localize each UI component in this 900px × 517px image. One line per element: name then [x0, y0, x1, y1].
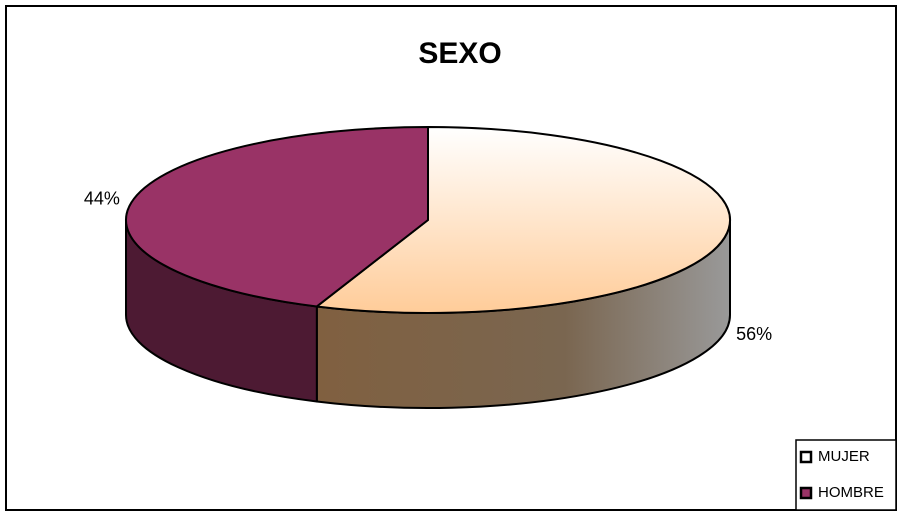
slice — [315, 126, 731, 314]
chart-title: SEXO — [418, 37, 501, 70]
legend-swatch — [799, 450, 813, 464]
data-label: 44% — [84, 189, 120, 209]
pie: 56% 44% — [84, 126, 772, 409]
legend — [795, 439, 897, 511]
legend-entries: MUJER HOMBRE — [799, 448, 884, 501]
data-label: 56% — [736, 324, 772, 344]
legend-label: HOMBRE — [818, 484, 884, 501]
legend-swatch — [799, 486, 813, 500]
legend-label: MUJER — [818, 448, 870, 465]
slice — [125, 126, 429, 308]
